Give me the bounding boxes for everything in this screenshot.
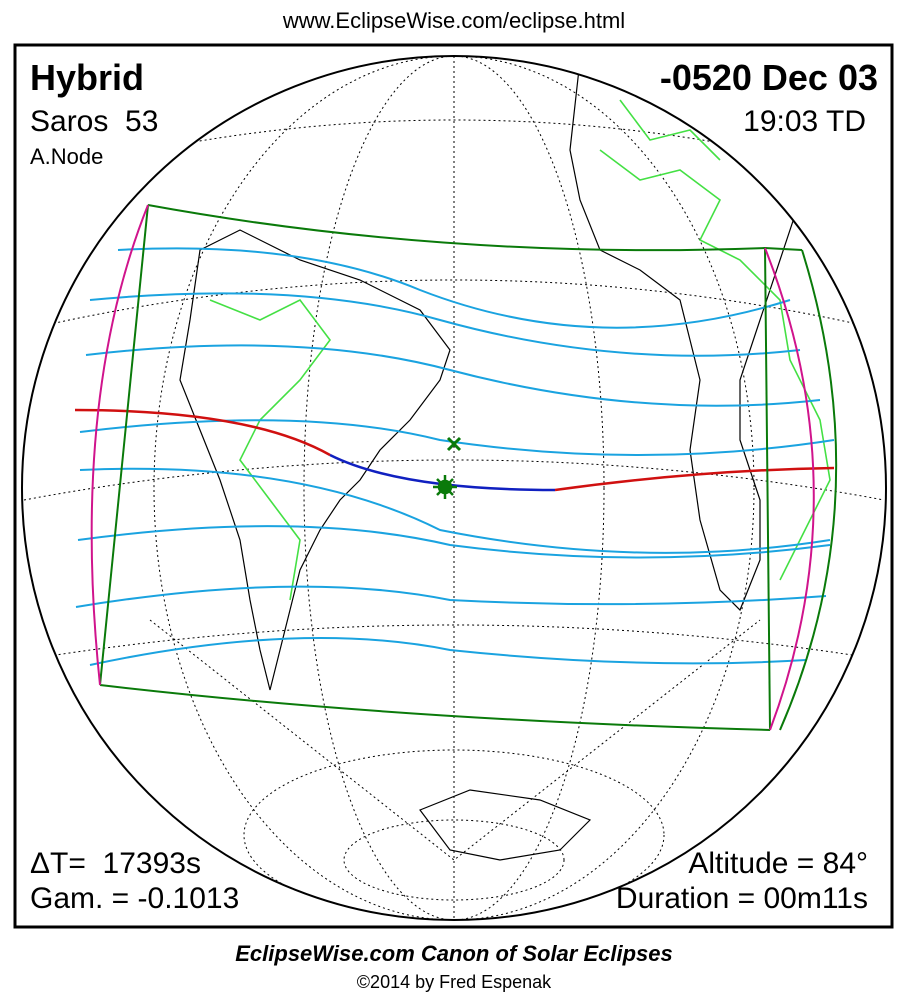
rise-set-curves <box>90 204 815 731</box>
delta-t: ΔT= 17393s <box>30 847 201 880</box>
penumbral-limits <box>99 204 838 731</box>
central-line <box>554 466 835 492</box>
footer-credit: ©2014 by Fred Espenak <box>357 972 552 992</box>
country-borders <box>209 99 831 601</box>
duration: Duration = 00m11s <box>616 882 868 915</box>
date: -0520 Dec 03 <box>660 57 878 98</box>
altitude: Altitude = 84° <box>688 847 868 880</box>
eclipse-type: Hybrid <box>30 57 144 98</box>
greatest-eclipse-marker <box>433 475 457 499</box>
globe-outline <box>21 55 887 921</box>
node: A.Node <box>30 144 103 169</box>
greatest-duration-marker <box>446 436 462 452</box>
central-line-annular <box>329 453 556 492</box>
graticule <box>23 56 885 920</box>
saros: Saros 53 <box>30 105 158 138</box>
footer-title: EclipseWise.com Canon of Solar Eclipses <box>235 941 673 966</box>
globe <box>22 56 886 920</box>
gamma: Gam. = -0.1013 <box>30 882 239 915</box>
magnitude-curves <box>75 247 835 666</box>
url: www.EclipseWise.com/eclipse.html <box>282 8 625 33</box>
time: 19:03 TD <box>743 105 866 138</box>
central-line <box>74 408 331 457</box>
